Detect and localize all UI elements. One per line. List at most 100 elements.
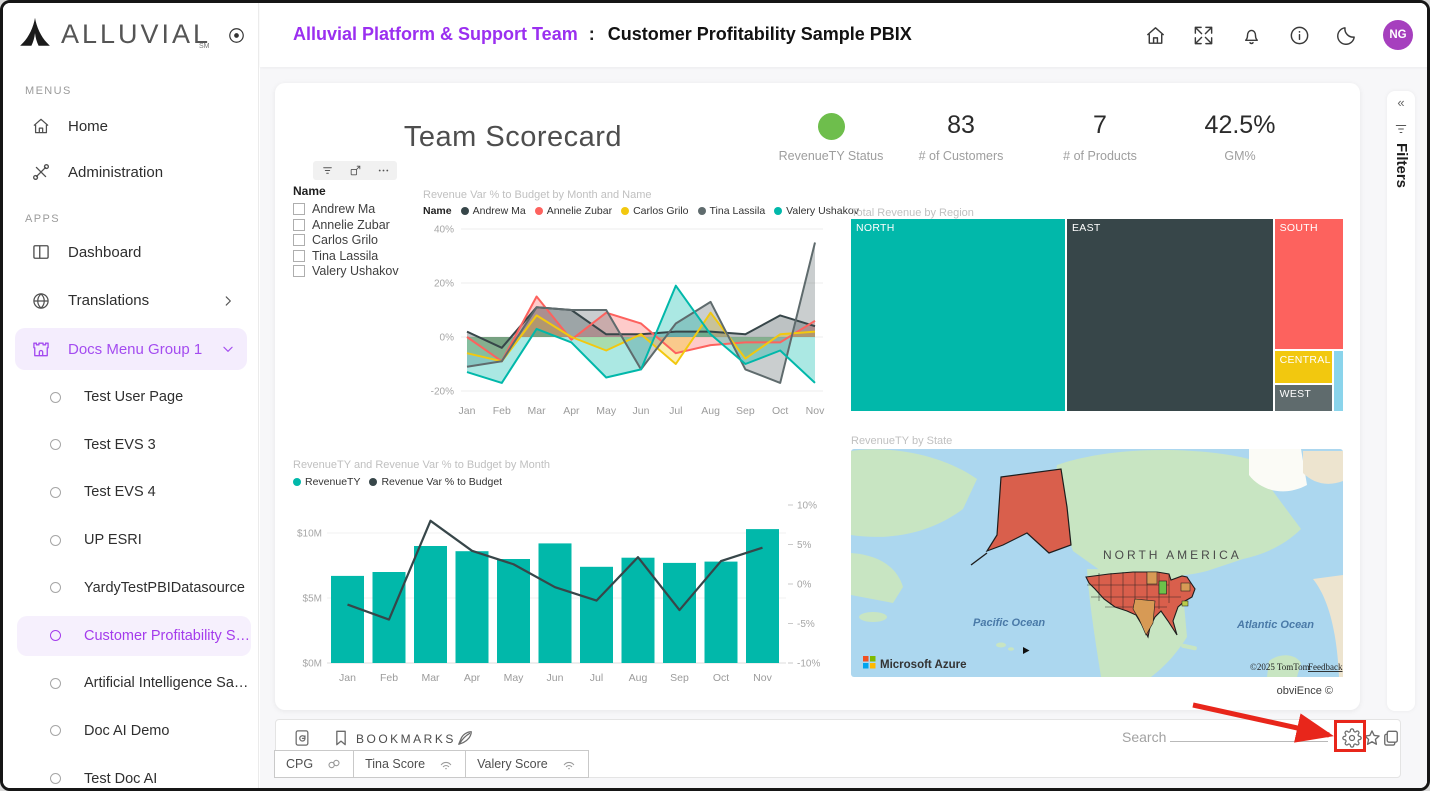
legend-dot	[534, 207, 543, 215]
checkbox-icon[interactable]	[293, 265, 305, 278]
focus-mode-icon[interactable]	[349, 164, 362, 177]
slicer-option-annelie-zubar[interactable]: Annelie Zubar	[293, 218, 390, 232]
doc-page-item-test-user-page[interactable]: Test User Page	[17, 377, 251, 417]
slicer-option-andrew-ma[interactable]: Andrew Ma	[293, 202, 375, 216]
pages-copy-icon[interactable]	[1381, 728, 1401, 748]
sidebar-toggle-icon[interactable]	[227, 26, 246, 45]
page-tab-cpg[interactable]: CPG	[274, 750, 355, 778]
info-icon[interactable]	[1288, 24, 1311, 47]
area-chart-title: Revenue Var % to Budget by Month and Nam…	[423, 189, 652, 201]
doc-page-item-customer-profitability-s[interactable]: Customer Profitability S…	[17, 615, 251, 656]
sidebar-item-home[interactable]: Home	[15, 105, 247, 147]
slicer-option-tina-lassila[interactable]: Tina Lassila	[293, 249, 378, 263]
sidebar-item-label: Dashboard	[68, 243, 142, 261]
doc-page-item-test-evs-3[interactable]: Test EVS 3	[17, 425, 251, 465]
user-avatar[interactable]: NG	[1383, 20, 1413, 50]
doc-page-item-doc-ai-demo[interactable]: Doc AI Demo	[17, 711, 251, 751]
visual-header-toolbar	[313, 161, 397, 180]
kpi-of-products: 7 # of Products	[1040, 111, 1160, 163]
checkbox-icon[interactable]	[293, 203, 305, 215]
home-icon[interactable]	[1144, 24, 1167, 47]
state-map[interactable]: NORTH AMERICA Pacific Ocean Atlantic Ocean…	[851, 449, 1343, 677]
notifications-bell-icon[interactable]	[1240, 24, 1263, 47]
doc-page-item-test-doc-ai[interactable]: Test Doc AI	[17, 759, 251, 788]
treemap-slice-east[interactable]: EAST	[1066, 219, 1273, 411]
radio-icon[interactable]	[50, 439, 61, 451]
radio-icon[interactable]	[50, 725, 61, 737]
legend-item-andrew-ma[interactable]: Andrew Ma	[460, 205, 526, 217]
doc-page-item-test-evs-4[interactable]: Test EVS 4	[17, 472, 251, 512]
filter-lines-icon[interactable]	[321, 164, 334, 177]
radio-icon[interactable]	[50, 582, 61, 594]
powerbi-report: Team Scorecard RevenueTY Status 83 # of Cu…	[275, 83, 1360, 710]
area-chart[interactable]: 40% 20% 0% -20% Jan Feb Mar Apr May Jun Jul Aug Sep O…	[417, 217, 832, 422]
radio-icon[interactable]	[50, 534, 61, 546]
slicer-option-valery-ushakov[interactable]: Valery Ushakov	[293, 264, 399, 278]
radio-icon[interactable]	[50, 773, 61, 785]
legend-dot	[460, 207, 469, 215]
legend-label: Annelie Zubar	[546, 205, 613, 217]
sidebar-item-dashboard[interactable]: Dashboard	[15, 231, 247, 273]
slicer-option-carlos-grilo[interactable]: Carlos Grilo	[293, 233, 378, 247]
treemap-slice-other[interactable]	[1333, 350, 1343, 411]
doc-page-label: UP ESRI	[84, 532, 142, 549]
combo-chart[interactable]: $10M $5M $0M 10% 5% 0% -5% -10% Jan Feb Mar Apr May J…	[281, 483, 829, 698]
legend-item-revenuety[interactable]: RevenueTY	[293, 476, 360, 488]
svg-text:©2025 TomTom: ©2025 TomTom	[1250, 662, 1310, 672]
checkbox-icon[interactable]	[293, 234, 305, 247]
doc-page-item-up-esri[interactable]: UP ESRI	[17, 520, 251, 560]
treemap-slice-west[interactable]: WEST	[1274, 384, 1332, 411]
page-tab-tina-score[interactable]: Tina Score	[353, 750, 467, 778]
legend-item-tina-lassila[interactable]: Tina Lassila	[697, 205, 765, 217]
checkbox-icon[interactable]	[293, 218, 305, 231]
svg-text:Feedback: Feedback	[1308, 662, 1343, 672]
slicer-option-label: Andrew Ma	[312, 202, 376, 216]
legend-item-annelie-zubar[interactable]: Annelie Zubar	[534, 205, 613, 217]
brand-trademark: SM	[199, 43, 210, 50]
filters-collapse-chevrons-icon[interactable]: «	[1397, 95, 1405, 110]
filter-funnel-icon[interactable]	[1394, 122, 1408, 136]
doc-page-label: Test EVS 3	[84, 436, 156, 453]
svg-text:Feb: Feb	[380, 672, 398, 684]
page-tab-valery-score[interactable]: Valery Score	[465, 750, 589, 778]
doc-page-item-artificial-intelligence-sa[interactable]: Artificial Intelligence Sa…	[17, 663, 251, 703]
page-tab-label: Tina Score	[365, 757, 426, 771]
bookmarks-label[interactable]: BOOKMARKS	[356, 732, 456, 746]
export-document-icon[interactable]	[292, 728, 312, 748]
search-input[interactable]	[1170, 726, 1328, 742]
sidebar-item-translations[interactable]: Translations	[15, 280, 247, 322]
checkbox-icon[interactable]	[293, 249, 305, 262]
more-options-ellipsis-icon[interactable]	[377, 164, 390, 177]
sidebar-item-administration[interactable]: Administration	[15, 151, 247, 193]
doc-page-label: Test Doc AI	[84, 770, 158, 787]
radio-icon[interactable]	[50, 391, 61, 403]
legend-item-revenue-var-to-budget[interactable]: Revenue Var % to Budget	[369, 476, 502, 488]
treemap-slice-central[interactable]: CENTRAL	[1274, 350, 1332, 383]
legend-item-carlos-grilo[interactable]: Carlos Grilo	[621, 205, 689, 217]
kpi-of-customers: 83 # of Customers	[901, 111, 1021, 163]
legend-label: Revenue Var % to Budget	[381, 476, 503, 488]
svg-text:Jun: Jun	[547, 672, 564, 684]
feather-pen-icon[interactable]	[455, 728, 475, 748]
dark-mode-moon-icon[interactable]	[1335, 24, 1358, 47]
radio-icon[interactable]	[50, 486, 61, 498]
favorite-star-icon[interactable]	[1362, 728, 1382, 748]
legend-item-valery-ushakov[interactable]: Valery Ushakov	[774, 205, 859, 217]
data-credit: obviEnce ©	[1276, 685, 1333, 697]
treemap-slice-label: NORTH	[856, 222, 895, 234]
treemap-slice-south[interactable]: SOUTH	[1274, 219, 1343, 349]
top-header: Alluvial Platform & Support Team : Custo…	[260, 3, 1427, 67]
report-page-tabs: CPG Tina Score Valery Score	[274, 750, 589, 778]
doc-page-item-yardytestpbidatasource[interactable]: YardyTestPBIDatasource	[17, 568, 251, 608]
radio-icon[interactable]	[50, 630, 61, 641]
fullscreen-expand-icon[interactable]	[1192, 24, 1215, 47]
kpi-label: RevenueTY Status	[778, 149, 884, 163]
radio-icon[interactable]	[50, 677, 61, 689]
sidebar-item-docs-menu-group-1[interactable]: Docs Menu Group 1	[15, 328, 247, 370]
bookmark-icon[interactable]	[331, 728, 351, 748]
doc-page-label: Doc AI Demo	[84, 722, 170, 739]
treemap-slice-north[interactable]: NORTH	[851, 219, 1066, 411]
kpi-value: 83	[947, 111, 975, 139]
settings-gear-icon[interactable]	[1342, 728, 1362, 748]
treemap-chart[interactable]: NORTH EAST SOUTH CENTRAL WEST	[851, 219, 1343, 411]
